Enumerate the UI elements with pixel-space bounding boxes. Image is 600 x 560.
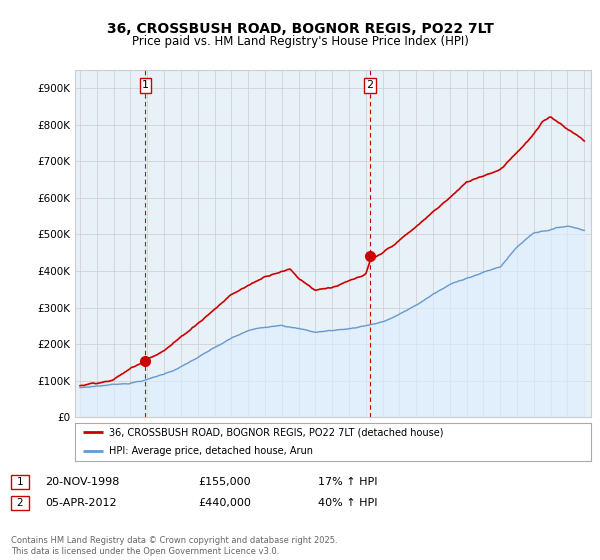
Text: 2: 2 [16,498,23,508]
Text: 20-NOV-1998: 20-NOV-1998 [45,477,119,487]
Text: 1: 1 [142,81,149,90]
Text: HPI: Average price, detached house, Arun: HPI: Average price, detached house, Arun [109,446,313,456]
Text: 36, CROSSBUSH ROAD, BOGNOR REGIS, PO22 7LT (detached house): 36, CROSSBUSH ROAD, BOGNOR REGIS, PO22 7… [109,427,443,437]
Text: 2: 2 [367,81,374,90]
Text: 40% ↑ HPI: 40% ↑ HPI [318,498,377,508]
Text: 36, CROSSBUSH ROAD, BOGNOR REGIS, PO22 7LT: 36, CROSSBUSH ROAD, BOGNOR REGIS, PO22 7… [107,22,493,36]
Text: £155,000: £155,000 [198,477,251,487]
Text: 17% ↑ HPI: 17% ↑ HPI [318,477,377,487]
Text: Price paid vs. HM Land Registry's House Price Index (HPI): Price paid vs. HM Land Registry's House … [131,35,469,48]
Text: £440,000: £440,000 [198,498,251,508]
Text: 05-APR-2012: 05-APR-2012 [45,498,116,508]
Text: Contains HM Land Registry data © Crown copyright and database right 2025.
This d: Contains HM Land Registry data © Crown c… [11,536,337,556]
Text: 1: 1 [16,477,23,487]
